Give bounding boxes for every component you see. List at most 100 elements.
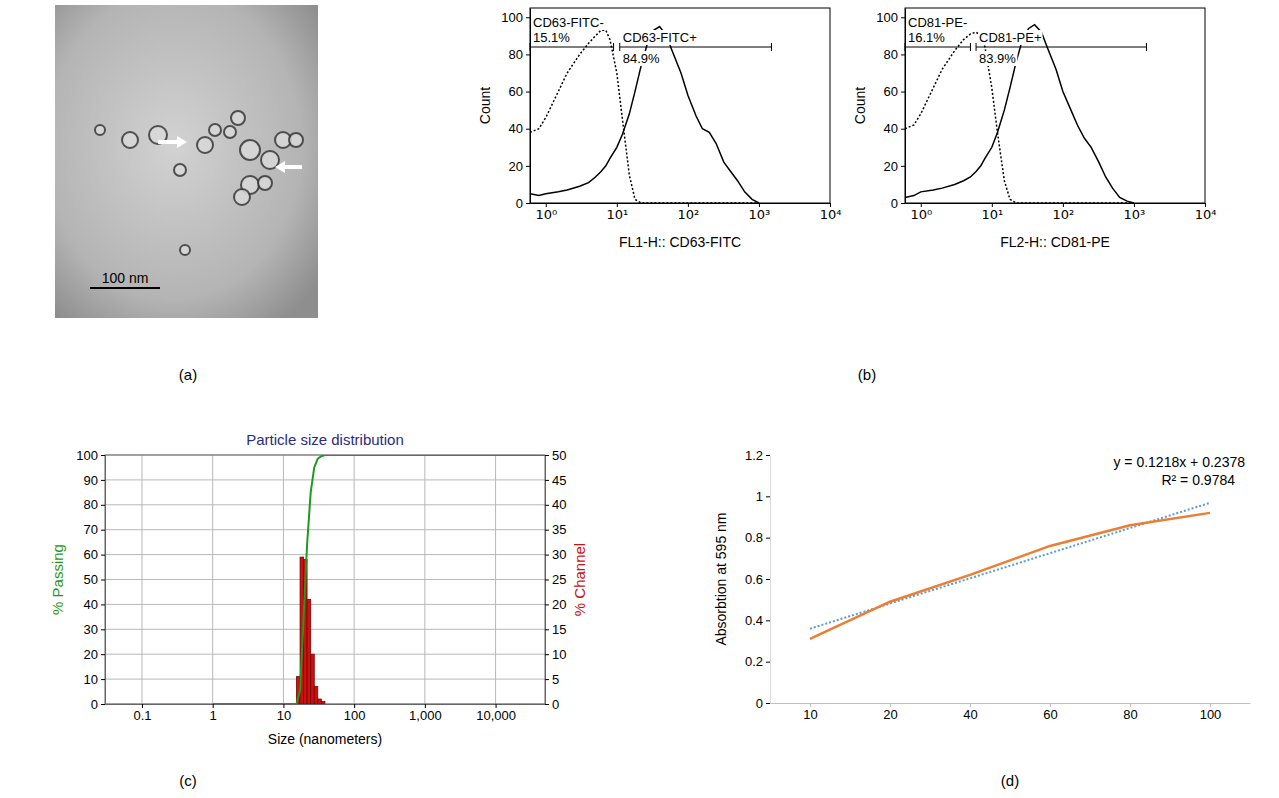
tick-mark xyxy=(901,54,905,55)
axis-left: 020406080100 xyxy=(876,9,905,211)
tick: 0.2 xyxy=(745,654,770,669)
y-axis-title: Count xyxy=(852,87,868,124)
tick: 45 xyxy=(545,473,566,488)
tick: 10 xyxy=(84,672,105,687)
label-background xyxy=(532,30,571,45)
arrow-head xyxy=(177,136,187,148)
plot-area xyxy=(530,27,759,203)
plot-frame xyxy=(105,455,545,704)
tick: 1 xyxy=(210,704,217,723)
tick-mark xyxy=(901,203,905,204)
tick-label: 10 xyxy=(277,708,291,723)
axis-bottom: 10⁰10¹10²10³10⁴ xyxy=(531,203,842,222)
arrow-shaft xyxy=(283,165,302,169)
tick-label: 80 xyxy=(84,497,98,512)
tick-label: 100 xyxy=(1200,707,1222,722)
tick: 50 xyxy=(545,448,566,463)
tick-mark xyxy=(901,17,905,18)
tick: 80 xyxy=(84,497,105,512)
tick-mark xyxy=(901,129,905,130)
x-axis-title: FL1-H:: CD63-FITC xyxy=(619,234,741,250)
tick-mark xyxy=(526,54,530,55)
tick-mark xyxy=(545,530,549,531)
tick-label: 10⁰ xyxy=(535,207,557,222)
tick-mark xyxy=(101,480,105,481)
tick: 10² xyxy=(1052,203,1074,222)
tick-label: 100 xyxy=(344,708,366,723)
axis-line xyxy=(106,704,546,705)
tick-label: 0.2 xyxy=(745,654,763,669)
axis-bottom: 0.11101001,00010,000 xyxy=(106,704,546,723)
tick-label: 90 xyxy=(84,473,98,488)
tick-mark xyxy=(101,580,105,581)
tick-mark xyxy=(901,166,905,167)
tick-mark xyxy=(901,92,905,93)
tick-label: 100 xyxy=(501,10,523,25)
vesicle xyxy=(234,189,250,205)
y-axis-title: Absorbtion at 595 nm xyxy=(713,512,729,645)
tick: 60 xyxy=(884,84,905,99)
tick: 40 xyxy=(84,597,105,612)
tick-label: 0.1 xyxy=(133,708,151,723)
chart-title: Particle size distribution xyxy=(246,431,404,448)
histogram-curve xyxy=(530,30,759,203)
tick-mark xyxy=(545,480,549,481)
tick: 0.8 xyxy=(745,530,770,545)
axis-bottom: 10⁰10¹10²10³10⁴ xyxy=(906,203,1217,222)
plot-area xyxy=(905,25,1134,203)
vesicle xyxy=(122,132,138,148)
grid-line xyxy=(105,604,545,605)
tick-mark xyxy=(545,604,549,605)
tick-label: 1.2 xyxy=(745,448,763,463)
tick: 90 xyxy=(84,473,105,488)
tick-label: 70 xyxy=(84,522,98,537)
vesicle xyxy=(197,137,213,153)
label-background xyxy=(532,15,605,30)
tick: 40 xyxy=(884,121,905,136)
tick: 10,000 xyxy=(476,704,516,723)
arrow xyxy=(275,161,302,173)
tick: 80 xyxy=(509,47,530,62)
tick: 100 xyxy=(76,448,105,463)
y-axis-title: Count xyxy=(477,87,493,124)
tick: 0.4 xyxy=(745,613,770,628)
axis-line xyxy=(770,456,771,704)
tick: 30 xyxy=(84,622,105,637)
tick-mark xyxy=(766,455,770,456)
tick: 70 xyxy=(84,522,105,537)
tick-label: 1 xyxy=(210,708,217,723)
tick-label: 60 xyxy=(84,547,98,562)
tick-label: 60 xyxy=(509,84,523,99)
histogram-bar xyxy=(318,699,322,704)
tick: 1 xyxy=(756,489,770,504)
tick-mark xyxy=(101,654,105,655)
tick: 0.6 xyxy=(745,572,770,587)
gate-percent: 15.1% xyxy=(533,30,570,45)
tick-label: 60 xyxy=(1043,707,1057,722)
gate: CD63-FITC+84.9% xyxy=(620,30,772,66)
grid-line xyxy=(105,579,545,580)
label-background xyxy=(907,30,946,45)
plot-frame xyxy=(905,8,1205,203)
grid-line xyxy=(105,629,545,630)
tick-label: 40 xyxy=(84,597,98,612)
trendline-equation: y = 0.1218x + 0.2378 xyxy=(1113,454,1245,470)
tick-mark xyxy=(526,92,530,93)
histogram-bar xyxy=(321,702,325,704)
tick-mark xyxy=(545,679,549,680)
gate: CD81-PE+83.9% xyxy=(976,30,1146,66)
tick: 0 xyxy=(91,697,105,712)
tick: 10 xyxy=(277,704,291,723)
tick: 100 xyxy=(344,704,366,723)
scale-bar xyxy=(90,287,160,289)
tick-label: 20 xyxy=(509,159,523,174)
tick-label: 10⁴ xyxy=(1195,207,1217,222)
tick-mark xyxy=(101,629,105,630)
scale-bar-label: 100 nm xyxy=(102,270,149,286)
tick-mark xyxy=(526,129,530,130)
tick-label: 100 xyxy=(876,10,898,25)
axis-line xyxy=(530,9,531,204)
gate: CD81-PE-16.1% xyxy=(905,15,970,51)
tick-label: 0 xyxy=(891,196,898,211)
tick: 30 xyxy=(545,547,566,562)
